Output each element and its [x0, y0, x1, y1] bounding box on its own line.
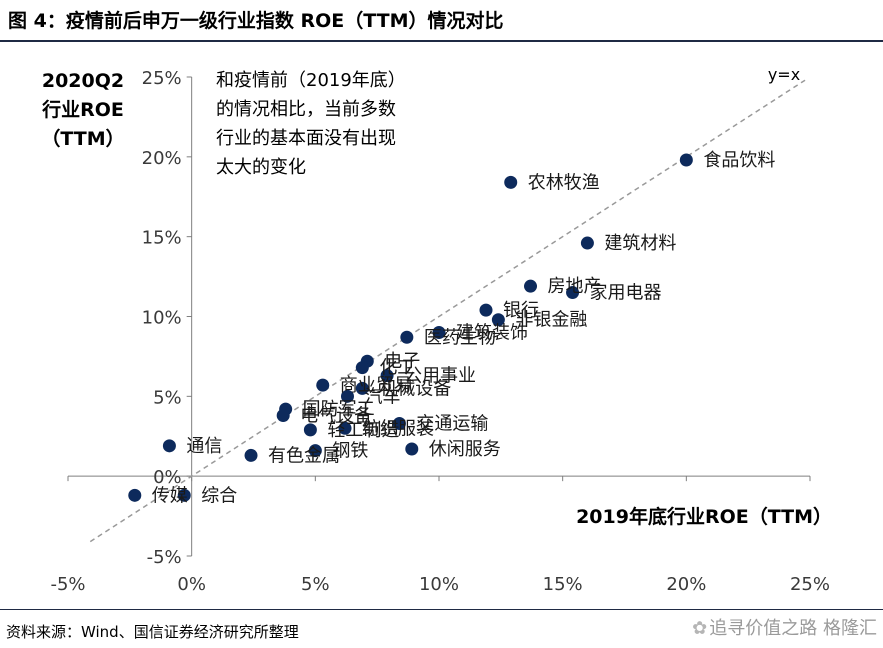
annotation-text: 太大的变化	[216, 157, 306, 178]
data-label: 交通运输	[416, 413, 488, 434]
figure-title: 图 4：疫情前后申万一级行业指数 ROE（TTM）情况对比	[8, 10, 504, 32]
data-label: 机械设备	[379, 378, 451, 399]
data-point	[303, 423, 317, 437]
reference-line-y-eq-x	[89, 79, 806, 543]
x-tick-label: -5%	[50, 574, 85, 595]
reference-line-label: y=x	[768, 65, 800, 84]
scatter-plot: -5% 0% 5% 10% 15% 20% 25% -5% 0% 5% 10% 15% 20% 25% y…	[41, 65, 832, 595]
data-point	[405, 442, 419, 456]
data-point	[276, 408, 290, 422]
footer-divider	[0, 609, 883, 610]
y-tick-label: 15%	[142, 228, 182, 249]
data-point	[679, 153, 693, 167]
data-point	[380, 369, 394, 383]
data-point	[316, 378, 330, 392]
data-point	[479, 303, 493, 317]
data-label: 公用事业	[404, 366, 476, 387]
watermark-text: 追寻价值之路 格隆汇	[709, 618, 877, 639]
data-label: 建筑材料	[604, 233, 676, 254]
data-label: 汽车	[364, 386, 400, 407]
annotation-text: 的情况相比，当前多数	[216, 99, 396, 120]
data-point	[355, 361, 369, 375]
y-tick-label: -5%	[147, 547, 182, 568]
data-label: 通信	[186, 436, 222, 457]
y-tick-label: 20%	[142, 148, 182, 169]
x-axis-title: 2019年底行业ROE（TTM）	[576, 505, 832, 528]
data-label: 综合	[201, 485, 237, 506]
data-label: 传媒	[152, 485, 188, 506]
data-points-group	[128, 153, 693, 502]
annotation-text: 和疫情前（2019年底）	[216, 70, 406, 91]
data-label: 电气设备	[300, 405, 372, 426]
data-label: 休闲服务	[429, 439, 501, 460]
data-point	[392, 416, 406, 430]
data-label: 有色金属	[268, 445, 340, 466]
reference-line-group: y=x	[89, 65, 806, 543]
x-tick-label: 10%	[419, 574, 459, 595]
data-label: 钢铁	[332, 441, 368, 462]
x-tick-label: 15%	[543, 574, 583, 595]
data-point	[338, 421, 352, 435]
data-label: 农林牧渔	[528, 172, 600, 193]
chart-texts-group: 2020Q2 行业ROE （TTM） 2019年底行业ROE（TTM） 和疫情前（201…	[41, 70, 832, 528]
data-label: 非银金融	[515, 310, 587, 331]
y-tick-label: 10%	[142, 308, 182, 329]
x-tick-label: 5%	[301, 574, 330, 595]
data-label: 国防军工	[303, 399, 375, 420]
x-tick-label: 25%	[790, 574, 830, 595]
y-tick-label: 25%	[142, 68, 182, 89]
x-tick-label: 0%	[177, 574, 206, 595]
data-point	[355, 381, 369, 395]
data-point	[162, 439, 176, 453]
data-point	[128, 488, 142, 502]
y-axis-title: （TTM）	[41, 127, 124, 150]
data-label: 化工	[379, 358, 415, 379]
annotation-text: 行业的基本面没有出现	[216, 128, 396, 149]
y-tick-label: 0%	[153, 467, 182, 488]
data-point	[504, 175, 518, 189]
y-axis-title: 2020Q2	[42, 70, 124, 92]
data-label: 纺织服装	[362, 418, 434, 439]
data-label: 银行	[503, 300, 539, 321]
data-label: 家用电器	[590, 283, 662, 304]
data-label: 商业贸易	[340, 375, 412, 396]
data-point	[340, 389, 354, 403]
data-point	[580, 236, 594, 250]
data-label: 轻工制造	[327, 420, 399, 441]
data-point	[432, 325, 446, 339]
data-point	[491, 313, 505, 327]
source-note: 资料来源：Wind、国信证券经济研究所整理	[6, 623, 299, 641]
watermark: ✿ 追寻价值之路 格隆汇	[692, 614, 877, 640]
data-point	[566, 286, 580, 300]
wechat-icon: ✿	[692, 618, 708, 639]
y-axis-title: 行业ROE	[41, 98, 124, 121]
data-point	[400, 330, 414, 344]
y-tick-label: 5%	[153, 387, 182, 408]
data-point	[177, 488, 191, 502]
data-label: 食品饮料	[703, 150, 775, 171]
data-point	[524, 279, 538, 293]
point-labels-group: 食品饮料农林牧渔建筑材料房地产家用电器银行非银金融医药生物建筑装饰电子化工公用事…	[152, 150, 776, 506]
data-label: 房地产	[548, 276, 602, 297]
data-point	[244, 448, 258, 462]
data-label: 电子	[384, 351, 420, 372]
data-label: 医药生物	[424, 327, 496, 348]
data-point	[308, 444, 322, 458]
x-tick-label: 20%	[666, 574, 706, 595]
title-divider	[0, 40, 883, 42]
plot-axes: -5% 0% 5% 10% 15% 20% 25% -5% 0% 5% 10% 15% 20% 25%	[50, 68, 830, 595]
data-label: 建筑装饰	[456, 322, 528, 343]
